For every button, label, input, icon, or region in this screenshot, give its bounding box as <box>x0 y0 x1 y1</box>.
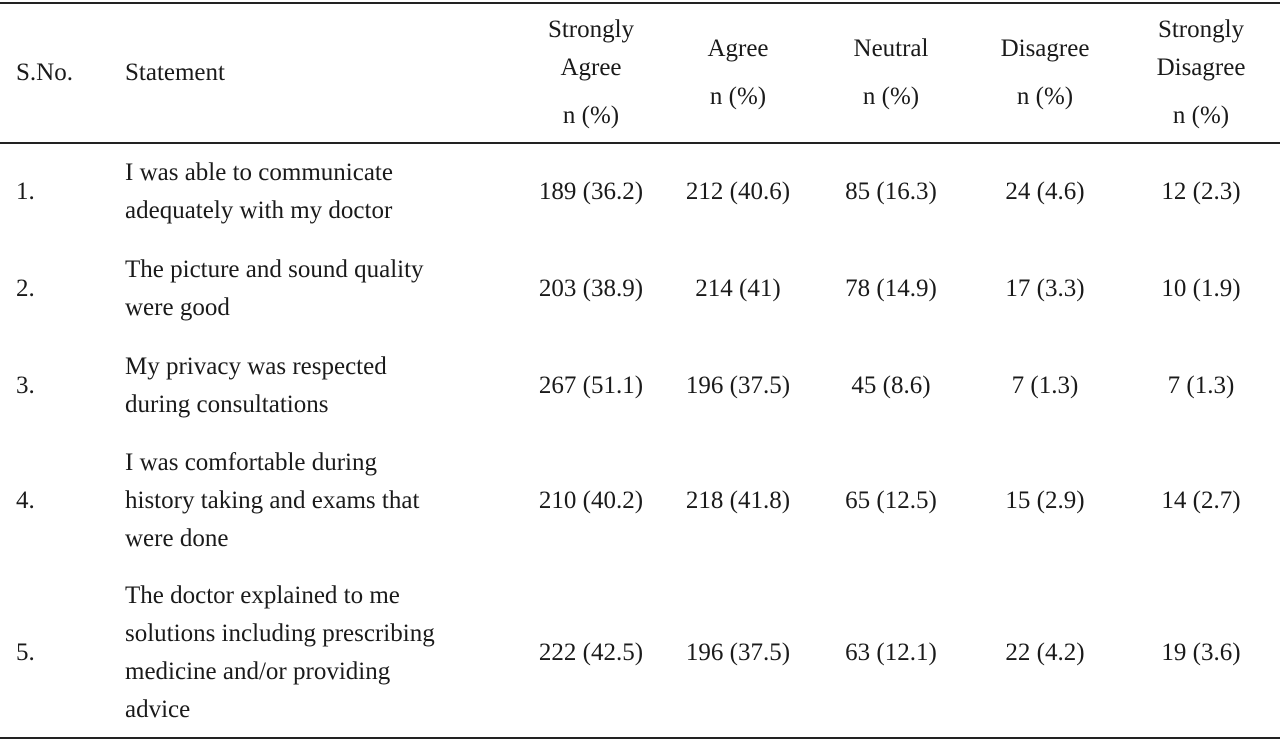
cell-strongly-agree: 210 (40.2) <box>538 487 644 514</box>
statement-line: history taking and exams that <box>125 487 420 514</box>
cell-strongly-agree: 203 (38.9) <box>538 274 644 302</box>
table-row: 4. I was comfortable during history taki… <box>0 434 1280 568</box>
table-header: S.No. Statement Strongly Agree n (%) Agr… <box>0 3 1280 143</box>
table-row: 1. I was able to communicate adequately … <box>0 143 1280 240</box>
cell-statement: The doctor explained to me solutions inc… <box>125 568 520 738</box>
cell-sno: 1. <box>16 178 35 205</box>
header-statement: Statement <box>125 59 225 86</box>
cell-statement: My privacy was respected during consulta… <box>125 337 520 434</box>
cell-strongly-disagree: 19 (3.6) <box>1161 638 1241 666</box>
header-agree-line: n (%) <box>709 83 767 110</box>
statement-line: solutions including prescribing <box>125 619 435 647</box>
header-strongly-agree: Strongly Agree n (%) <box>520 3 662 143</box>
statement-line: were good <box>125 293 230 321</box>
statement-line: My privacy was respected <box>125 352 387 380</box>
cell-neutral: 65 (12.5) <box>845 487 937 514</box>
cell-disagree: 7 (1.3) <box>1011 371 1079 399</box>
cell-disagree: 22 (4.2) <box>1005 638 1085 666</box>
header-strongly-disagree-line: Strongly <box>1157 16 1245 43</box>
cell-neutral: 78 (14.9) <box>845 274 937 302</box>
statement-line: advice <box>125 695 191 723</box>
table-body: 1. I was able to communicate adequately … <box>0 143 1280 738</box>
statement-line: The doctor explained to me <box>125 581 400 609</box>
header-neutral: Neutral n (%) <box>814 3 968 143</box>
header-strongly-agree-line: Strongly <box>547 16 635 43</box>
cell-strongly-disagree: 7 (1.3) <box>1167 371 1235 399</box>
header-strongly-disagree: Strongly Disagree n (%) <box>1122 3 1280 143</box>
header-neutral-line: Neutral <box>853 35 929 62</box>
header-strongly-disagree-line: Disagree <box>1156 54 1246 81</box>
header-agree-line: Agree <box>707 35 769 62</box>
cell-strongly-disagree: 14 (2.7) <box>1161 487 1241 514</box>
statement-line: I was comfortable during <box>125 449 378 476</box>
header-disagree: Disagree n (%) <box>968 3 1122 143</box>
cell-neutral: 45 (8.6) <box>851 371 931 399</box>
header-strongly-disagree-line: n (%) <box>1172 102 1230 129</box>
cell-strongly-agree: 267 (51.1) <box>538 371 644 399</box>
cell-strongly-agree: 222 (42.5) <box>538 638 644 666</box>
cell-strongly-disagree: 12 (2.3) <box>1161 178 1241 205</box>
cell-disagree: 17 (3.3) <box>1005 274 1085 302</box>
header-sno: S.No. <box>16 59 73 86</box>
header-agree: Agree n (%) <box>662 3 814 143</box>
cell-statement: The picture and sound quality were good <box>125 240 520 337</box>
table-row: 5. The doctor explained to me solutions … <box>0 568 1280 738</box>
cell-disagree: 24 (4.6) <box>1005 178 1085 205</box>
cell-agree: 196 (37.5) <box>685 638 791 666</box>
table-row: 3. My privacy was respected during consu… <box>0 337 1280 434</box>
header-strongly-agree-line: Agree <box>560 54 622 81</box>
cell-agree: 196 (37.5) <box>685 371 791 399</box>
header-row: S.No. Statement Strongly Agree n (%) Agr… <box>0 3 1280 143</box>
cell-neutral: 63 (12.1) <box>845 638 937 666</box>
cell-agree: 212 (40.6) <box>685 178 791 205</box>
cell-sno: 2. <box>16 274 35 302</box>
cell-neutral: 85 (16.3) <box>845 178 937 205</box>
statement-line: were done <box>125 525 229 552</box>
cell-agree: 218 (41.8) <box>685 487 791 514</box>
cell-agree: 214 (41) <box>695 274 781 302</box>
header-strongly-agree-line: n (%) <box>562 102 620 129</box>
cell-statement: I was comfortable during history taking … <box>125 434 520 568</box>
cell-sno: 4. <box>16 487 35 514</box>
statement-line: medicine and/or providing <box>125 657 391 685</box>
statement-line: during consultations <box>125 390 329 418</box>
statement-line: The picture and sound quality <box>125 255 424 283</box>
header-disagree-line: n (%) <box>1016 83 1074 110</box>
cell-strongly-disagree: 10 (1.9) <box>1161 274 1241 302</box>
header-disagree-line: Disagree <box>1000 35 1090 62</box>
cell-strongly-agree: 189 (36.2) <box>538 178 644 205</box>
table-row: 2. The picture and sound quality were go… <box>0 240 1280 337</box>
cell-sno: 3. <box>16 371 35 399</box>
cell-disagree: 15 (2.9) <box>1005 487 1085 514</box>
header-neutral-line: n (%) <box>862 83 920 110</box>
cell-statement: I was able to communicate adequately wit… <box>125 143 520 240</box>
cell-sno: 5. <box>16 638 35 666</box>
statement-line: adequately with my doctor <box>125 197 393 224</box>
statement-line: I was able to communicate <box>125 159 393 186</box>
